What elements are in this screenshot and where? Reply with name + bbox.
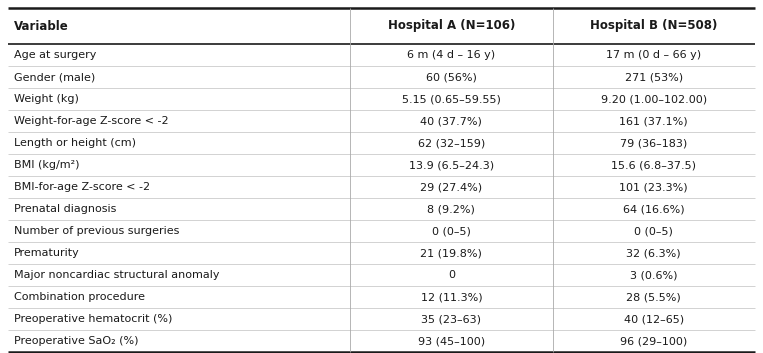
Text: 60 (56%): 60 (56%) (426, 72, 477, 82)
Text: Age at surgery: Age at surgery (14, 50, 96, 60)
Text: Preoperative SaO₂ (%): Preoperative SaO₂ (%) (14, 336, 139, 346)
Text: 93 (45–100): 93 (45–100) (418, 336, 485, 346)
Text: 101 (23.3%): 101 (23.3%) (620, 182, 688, 192)
Text: BMI-for-age Z-score < -2: BMI-for-age Z-score < -2 (14, 182, 150, 192)
Text: 64 (16.6%): 64 (16.6%) (623, 204, 684, 214)
Text: 28 (5.5%): 28 (5.5%) (626, 292, 681, 302)
Text: 40 (12–65): 40 (12–65) (623, 314, 684, 324)
Text: 0: 0 (448, 270, 455, 280)
Text: Weight-for-age Z-score < -2: Weight-for-age Z-score < -2 (14, 116, 169, 126)
Text: 40 (37.7%): 40 (37.7%) (420, 116, 482, 126)
Text: Number of previous surgeries: Number of previous surgeries (14, 226, 179, 236)
Text: 271 (53%): 271 (53%) (625, 72, 683, 82)
Text: Length or height (cm): Length or height (cm) (14, 138, 136, 148)
Text: 0 (0–5): 0 (0–5) (432, 226, 471, 236)
Text: Hospital A (N=106): Hospital A (N=106) (388, 19, 515, 32)
Text: 9.20 (1.00–102.00): 9.20 (1.00–102.00) (600, 94, 707, 104)
Text: 21 (19.8%): 21 (19.8%) (420, 248, 482, 258)
Text: Hospital B (N=508): Hospital B (N=508) (590, 19, 717, 32)
Text: 62 (32–159): 62 (32–159) (417, 138, 485, 148)
Text: 29 (27.4%): 29 (27.4%) (420, 182, 482, 192)
Text: 3 (0.6%): 3 (0.6%) (630, 270, 678, 280)
Text: 6 m (4 d – 16 y): 6 m (4 d – 16 y) (407, 50, 495, 60)
Text: Combination procedure: Combination procedure (14, 292, 145, 302)
Text: 35 (23–63): 35 (23–63) (421, 314, 481, 324)
Text: Gender (male): Gender (male) (14, 72, 95, 82)
Text: 0 (0–5): 0 (0–5) (634, 226, 673, 236)
Text: 96 (29–100): 96 (29–100) (620, 336, 687, 346)
Text: 5.15 (0.65–59.55): 5.15 (0.65–59.55) (402, 94, 501, 104)
Text: 12 (11.3%): 12 (11.3%) (420, 292, 482, 302)
Text: 32 (6.3%): 32 (6.3%) (626, 248, 681, 258)
Text: 79 (36–183): 79 (36–183) (620, 138, 687, 148)
Text: Weight (kg): Weight (kg) (14, 94, 79, 104)
Text: Prenatal diagnosis: Prenatal diagnosis (14, 204, 117, 214)
Text: Preoperative hematocrit (%): Preoperative hematocrit (%) (14, 314, 172, 324)
Text: 161 (37.1%): 161 (37.1%) (620, 116, 688, 126)
Text: 17 m (0 d – 66 y): 17 m (0 d – 66 y) (607, 50, 701, 60)
Text: 13.9 (6.5–24.3): 13.9 (6.5–24.3) (409, 160, 494, 170)
Text: Variable: Variable (14, 19, 69, 32)
Text: 15.6 (6.8–37.5): 15.6 (6.8–37.5) (611, 160, 697, 170)
Text: Major noncardiac structural anomaly: Major noncardiac structural anomaly (14, 270, 220, 280)
Text: BMI (kg/m²): BMI (kg/m²) (14, 160, 79, 170)
Text: Prematurity: Prematurity (14, 248, 80, 258)
Text: 8 (9.2%): 8 (9.2%) (427, 204, 475, 214)
